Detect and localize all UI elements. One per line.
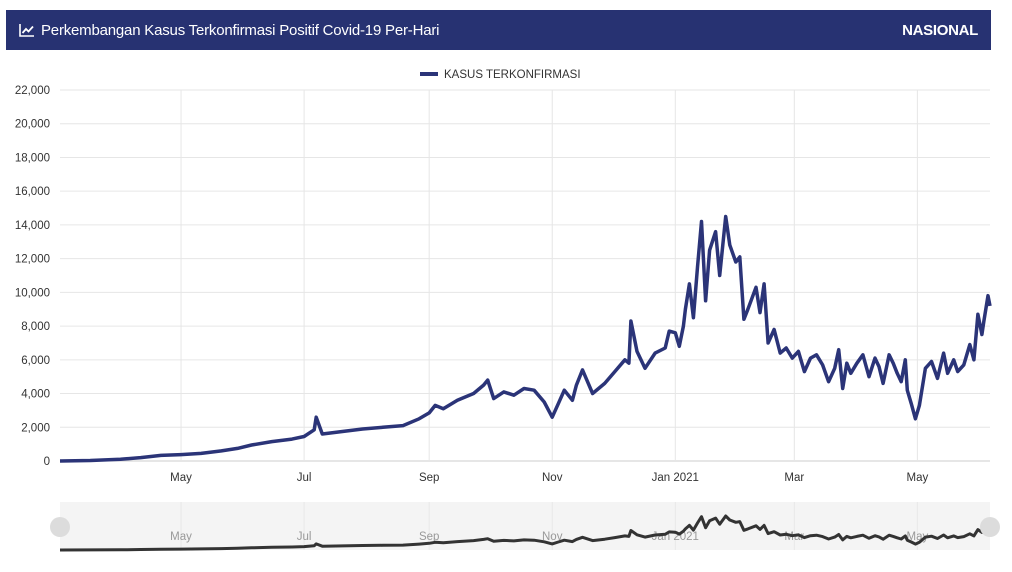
y-tick-label: 16,000 bbox=[15, 186, 50, 198]
x-tick-label: May bbox=[170, 472, 192, 484]
navigator-series-line bbox=[59, 514, 991, 552]
y-tick-label: 22,000 bbox=[15, 85, 50, 97]
x-tick-label: Jul bbox=[297, 472, 312, 484]
x-tick-label: Mar bbox=[784, 472, 804, 484]
y-tick-label: 18,000 bbox=[15, 152, 50, 164]
range-navigator[interactable]: May Jul Sep Nov Jan 2021 Mar May bbox=[0, 500, 1012, 560]
navigator-label: Jul bbox=[297, 531, 312, 543]
y-tick-label: 20,000 bbox=[15, 119, 50, 131]
y-tick-label: 6,000 bbox=[21, 355, 50, 367]
x-tick-label: Nov bbox=[542, 472, 563, 484]
y-tick-label: 10,000 bbox=[15, 287, 50, 299]
navigator-background bbox=[60, 502, 990, 550]
x-tick-label: Sep bbox=[419, 472, 439, 484]
region-badge[interactable]: NASIONAL bbox=[902, 21, 978, 39]
y-tick-label: 4,000 bbox=[21, 389, 50, 401]
chart-area: 0 2,000 4,000 6,000 8,000 10,000 12,000 14,000 1… bbox=[15, 69, 992, 484]
line-chart-icon bbox=[19, 24, 34, 37]
navigator-label: Sep bbox=[419, 531, 439, 543]
chart-title: Perkembangan Kasus Terkonfirmasi Positif… bbox=[41, 21, 440, 39]
x-tick-label: May bbox=[907, 472, 929, 484]
y-tick-label: 8,000 bbox=[21, 321, 50, 333]
navigator-right-handle[interactable] bbox=[980, 517, 1000, 537]
navigator-label: May bbox=[170, 531, 192, 543]
navigator-label: Nov bbox=[542, 531, 563, 543]
y-tick-label: 12,000 bbox=[15, 254, 50, 266]
navigator-left-handle[interactable] bbox=[50, 517, 70, 537]
legend-label: KASUS TERKONFIRMASI bbox=[444, 69, 581, 81]
y-tick-label: 2,000 bbox=[21, 422, 50, 434]
chart-header: Perkembangan Kasus Terkonfirmasi Positif… bbox=[6, 10, 991, 50]
y-tick-label: 14,000 bbox=[15, 220, 50, 232]
series-line-kasus-terkonfirmasi bbox=[59, 214, 992, 463]
y-tick-label: 0 bbox=[44, 456, 50, 468]
x-tick-label: Jan 2021 bbox=[652, 472, 699, 484]
